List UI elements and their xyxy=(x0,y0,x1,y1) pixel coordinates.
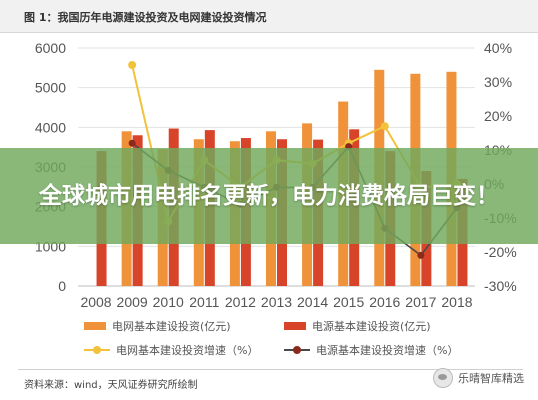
line-point xyxy=(128,139,136,147)
y-right-tick-label: 30% xyxy=(484,74,512,90)
source-note: 资料来源：wind，天风证券研究所绘制 xyxy=(24,380,198,391)
wechat-icon xyxy=(433,368,453,388)
footer-divider xyxy=(18,369,523,370)
x-tick-label: 2018 xyxy=(441,294,472,310)
x-tick-label: 2015 xyxy=(333,294,364,310)
legend-item-grid-investment: 电网基本建设投资(亿元) xyxy=(84,318,231,334)
legend-item-source-growth: 电源基本建设投资增速（%） xyxy=(284,342,458,358)
headline-overlay: 全球城市用电排名更新，电力消费格局巨变！ xyxy=(0,148,538,244)
figure-title: 图 1：我国历年电源建设投资及电网建设投资情况 xyxy=(24,11,267,24)
x-tick-label: 2012 xyxy=(225,294,256,310)
x-tick-label: 2017 xyxy=(405,294,436,310)
line-point xyxy=(128,61,137,69)
y-right-tick-label: 20% xyxy=(484,108,512,124)
x-tick-label: 2014 xyxy=(297,294,328,310)
legend-swatch-grid-bar xyxy=(84,322,106,330)
legend-swatch-source-line xyxy=(284,345,310,355)
x-tick-label: 2013 xyxy=(261,294,292,310)
figure-title-bar: 图 1：我国历年电源建设投资及电网建设投资情况 xyxy=(0,0,538,33)
y-left-tick-label: 6000 xyxy=(35,40,66,56)
line-point xyxy=(380,122,389,131)
y-left-tick-label: 0 xyxy=(58,278,66,294)
legend-label-source-growth: 电源基本建设投资增速（%） xyxy=(316,344,459,357)
legend-item-grid-growth: 电网基本建设投资增速（%） xyxy=(84,342,258,358)
x-tick-label: 2010 xyxy=(153,294,184,310)
y-right-tick-label: 40% xyxy=(484,40,512,56)
y-left-tick-label: 4000 xyxy=(35,119,66,135)
x-tick-label: 2016 xyxy=(369,294,400,310)
y-left-tick-label: 5000 xyxy=(35,80,66,96)
line-point xyxy=(417,251,425,259)
legend-label-source-investment: 电源基本建设投资(亿元) xyxy=(312,320,431,333)
x-tick-label: 2009 xyxy=(117,294,148,310)
watermark: 乐晴智库精选 xyxy=(433,368,524,388)
y-right-tick-label: -30% xyxy=(484,278,517,294)
legend-label-grid-investment: 电网基本建设投资(亿元) xyxy=(112,320,231,333)
y-right-tick-label: -20% xyxy=(484,244,517,260)
legend-label-grid-growth: 电网基本建设投资增速（%） xyxy=(116,344,259,357)
legend-swatch-grid-line xyxy=(84,345,110,355)
watermark-text: 乐晴智库精选 xyxy=(458,372,524,385)
legend-item-source-investment: 电源基本建设投资(亿元) xyxy=(284,318,431,334)
x-tick-label: 2011 xyxy=(189,294,219,310)
legend-swatch-source-bar xyxy=(284,322,306,330)
x-tick-label: 2008 xyxy=(80,294,111,310)
headline-text: 全球城市用电排名更新，电力消费格局巨变！ xyxy=(39,182,499,209)
